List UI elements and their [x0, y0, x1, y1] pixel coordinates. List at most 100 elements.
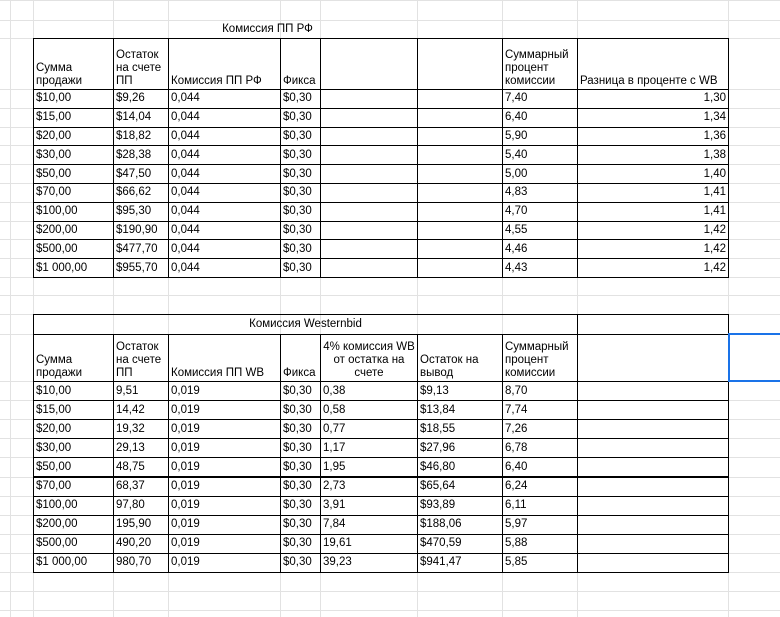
cell[interactable]: 0,77	[320, 419, 418, 440]
cell[interactable]: 1,41	[577, 201, 729, 222]
cell[interactable]: 0,38	[320, 381, 418, 402]
cell[interactable]: $10,00	[33, 381, 114, 402]
cell[interactable]: $0,30	[280, 419, 321, 440]
cell[interactable]	[417, 258, 503, 278]
cell[interactable]: 14,42	[113, 400, 169, 421]
cell[interactable]: 0,019	[168, 438, 281, 459]
header-cell[interactable]: Фикса	[280, 334, 321, 382]
cell[interactable]: $13,84	[417, 400, 503, 421]
cell[interactable]: 5,97	[502, 514, 578, 535]
cell[interactable]	[320, 126, 418, 147]
cell[interactable]	[577, 533, 729, 554]
cell[interactable]: 5,88	[502, 533, 578, 554]
table-title[interactable]: Комиссия Westernbid	[33, 314, 578, 335]
cell[interactable]: $10,00	[33, 89, 114, 109]
cell[interactable]: $93,89	[417, 495, 503, 516]
cell[interactable]: $941,47	[417, 552, 503, 573]
cell[interactable]	[417, 183, 503, 203]
cell[interactable]	[320, 239, 418, 260]
cell[interactable]: $20,00	[33, 419, 114, 440]
cell[interactable]: 6,40	[502, 457, 578, 478]
header-cell[interactable]: Комиссия ПП РФ	[168, 38, 281, 90]
cell[interactable]: 7,26	[502, 419, 578, 440]
cell[interactable]: 1,17	[320, 438, 418, 459]
cell[interactable]: 0,044	[168, 220, 281, 241]
cell[interactable]: 6,24	[502, 476, 578, 497]
selected-cell[interactable]	[728, 333, 780, 382]
cell[interactable]: 0,019	[168, 381, 281, 402]
cell[interactable]: $100,00	[33, 495, 114, 516]
header-cell[interactable]: Фикса	[280, 38, 321, 90]
cell[interactable]	[417, 220, 503, 241]
cell[interactable]: 9,51	[113, 381, 169, 402]
cell[interactable]: $46,80	[417, 457, 503, 478]
cell[interactable]: 0,019	[168, 533, 281, 554]
cell[interactable]: 1,36	[577, 126, 729, 147]
cell[interactable]	[577, 495, 729, 516]
cell[interactable]: 0,044	[168, 89, 281, 109]
cell[interactable]: 490,20	[113, 533, 169, 554]
cell[interactable]: $14,04	[113, 107, 169, 128]
cell[interactable]	[577, 476, 729, 497]
cell[interactable]	[417, 89, 503, 109]
cell[interactable]: 29,13	[113, 438, 169, 459]
header-cell[interactable]: Сумма продажи	[33, 334, 114, 382]
cell[interactable]: 4,43	[502, 258, 578, 278]
cell[interactable]: $65,64	[417, 476, 503, 497]
cell[interactable]: 195,90	[113, 514, 169, 535]
cell[interactable]	[320, 164, 418, 184]
cell[interactable]: $1 000,00	[33, 258, 114, 278]
header-cell[interactable]: Разница в проценте с WB	[577, 38, 729, 90]
header-cell[interactable]: 4% комиссия WB от остатка на счете	[320, 334, 418, 382]
cell[interactable]: $0,30	[280, 258, 321, 278]
cell[interactable]: $9,13	[417, 381, 503, 402]
cell[interactable]	[577, 457, 729, 478]
cell[interactable]	[577, 552, 729, 573]
cell[interactable]	[320, 258, 418, 278]
cell[interactable]: 0,044	[168, 239, 281, 260]
cell[interactable]: 4,70	[502, 201, 578, 222]
header-cell[interactable]: Суммарный процент комиссии	[502, 334, 578, 382]
cell[interactable]: $0,30	[280, 107, 321, 128]
header-cell[interactable]: Остаток на вывод	[417, 334, 503, 382]
cell[interactable]	[577, 400, 729, 421]
cell[interactable]	[320, 145, 418, 166]
cell[interactable]: $15,00	[33, 400, 114, 421]
header-cell[interactable]	[577, 334, 729, 382]
cell[interactable]: $0,30	[280, 438, 321, 459]
header-cell[interactable]: Остаток на счете ПП	[113, 38, 169, 90]
cell[interactable]: 0,044	[168, 164, 281, 184]
cell[interactable]	[320, 107, 418, 128]
cell[interactable]: $95,30	[113, 201, 169, 222]
cell[interactable]: $477,70	[113, 239, 169, 260]
cell[interactable]: $0,30	[280, 239, 321, 260]
cell[interactable]	[577, 438, 729, 459]
cell[interactable]: $70,00	[33, 183, 114, 203]
cell[interactable]: $188,06	[417, 514, 503, 535]
cell[interactable]: 4,55	[502, 220, 578, 241]
header-cell[interactable]	[417, 38, 503, 90]
cell[interactable]: $50,00	[33, 457, 114, 478]
cell[interactable]	[320, 201, 418, 222]
cell[interactable]	[577, 381, 729, 402]
cell[interactable]: $100,00	[33, 201, 114, 222]
cell[interactable]: 5,85	[502, 552, 578, 573]
cell[interactable]	[417, 107, 503, 128]
cell[interactable]: 4,46	[502, 239, 578, 260]
cell[interactable]: $70,00	[33, 476, 114, 497]
cell[interactable]: 1,34	[577, 107, 729, 128]
cell[interactable]: 97,80	[113, 495, 169, 516]
cell[interactable]: $0,30	[280, 126, 321, 147]
cell[interactable]: 0,019	[168, 419, 281, 440]
cell[interactable]: 7,40	[502, 89, 578, 109]
cell[interactable]: $0,30	[280, 514, 321, 535]
cell[interactable]	[417, 239, 503, 260]
cell[interactable]: 68,37	[113, 476, 169, 497]
cell[interactable]: 0,019	[168, 457, 281, 478]
cell[interactable]: 0,019	[168, 514, 281, 535]
cell[interactable]: $0,30	[280, 164, 321, 184]
cell[interactable]	[320, 183, 418, 203]
cell[interactable]: 1,42	[577, 239, 729, 260]
cell[interactable]: 4,83	[502, 183, 578, 203]
cell[interactable]: $28,38	[113, 145, 169, 166]
